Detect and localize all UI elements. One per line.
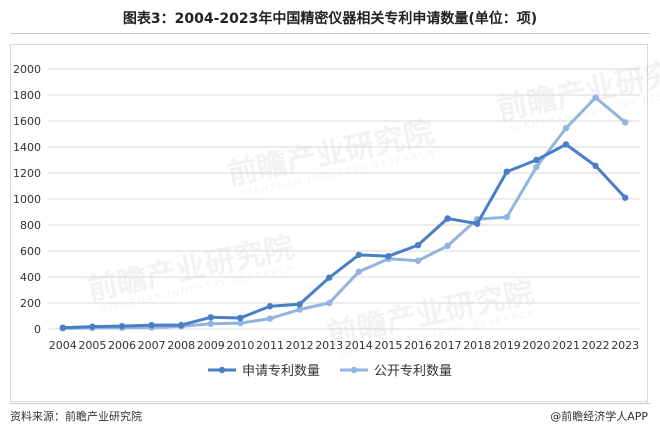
- y-tick-label: 200: [20, 297, 41, 310]
- data-point: [592, 94, 599, 101]
- x-tick-label: 2007: [138, 339, 166, 352]
- x-tick-label: 2006: [108, 339, 136, 352]
- data-point: [178, 321, 185, 329]
- legend-label: 公开专利数量: [374, 364, 452, 379]
- legend-marker: [350, 366, 358, 374]
- data-point: [237, 314, 244, 322]
- x-tick-label: 2020: [522, 339, 550, 352]
- source-note: 资料来源：前瞻产业研究院: [10, 410, 142, 423]
- watermark-text: 前瞻产业研究院: [224, 115, 437, 193]
- y-tick-label: 400: [20, 271, 41, 284]
- data-point: [296, 301, 303, 308]
- data-point: [562, 141, 570, 148]
- data-point: [266, 315, 274, 322]
- y-tick-label: 1200: [13, 167, 41, 180]
- data-point: [533, 163, 540, 171]
- data-point: [355, 251, 362, 259]
- x-tick-label: 2014: [345, 339, 373, 352]
- y-tick-label: 1000: [13, 193, 41, 206]
- data-point: [533, 156, 540, 164]
- data-point: [207, 320, 214, 327]
- data-point: [326, 299, 333, 307]
- data-point: [296, 306, 303, 313]
- y-tick-label: 2000: [13, 63, 41, 76]
- x-tick-label: 2004: [49, 339, 77, 352]
- data-point: [622, 194, 629, 201]
- y-tick-label: 1600: [13, 115, 41, 128]
- y-tick-label: 800: [20, 219, 41, 232]
- x-tick-label: 2009: [197, 339, 225, 352]
- x-tick-label: 2010: [226, 339, 254, 352]
- x-tick-label: 2018: [463, 339, 491, 352]
- x-tick-label: 2021: [552, 339, 580, 352]
- brand-credit: @前瞻经济学人APP: [550, 410, 648, 423]
- data-point: [622, 119, 629, 126]
- data-point: [444, 215, 451, 222]
- data-point: [562, 124, 570, 132]
- data-point: [385, 253, 392, 260]
- x-tick-label: 2005: [78, 339, 106, 352]
- y-tick-label: 600: [20, 245, 41, 258]
- x-tick-label: 2019: [493, 339, 521, 352]
- data-point: [474, 220, 481, 227]
- series-line: [61, 142, 627, 330]
- data-point: [118, 322, 126, 330]
- data-point: [592, 162, 599, 170]
- x-tick-label: 2015: [374, 339, 402, 352]
- data-point: [326, 274, 333, 281]
- x-tick-label: 2022: [582, 339, 610, 352]
- y-tick-label: 0: [34, 323, 41, 336]
- data-point: [503, 214, 510, 221]
- data-point: [148, 321, 155, 329]
- title-divider: [10, 33, 650, 34]
- chart-frame: [10, 44, 648, 402]
- legend-label: 申请专利数量: [242, 364, 320, 379]
- x-tick-label: 2013: [315, 339, 343, 352]
- x-tick-label: 2012: [286, 339, 314, 352]
- x-tick-label: 2016: [404, 339, 432, 352]
- data-point: [444, 242, 451, 249]
- watermark-text: 前瞻产业研究院: [84, 230, 297, 308]
- data-point: [237, 319, 244, 327]
- x-tick-label: 2008: [167, 339, 195, 352]
- x-tick-label: 2011: [256, 339, 284, 352]
- data-point: [414, 241, 422, 249]
- series-line: [61, 96, 627, 330]
- data-point: [266, 303, 274, 310]
- data-point: [89, 323, 96, 330]
- footer-divider: [10, 403, 650, 404]
- y-tick-label: 1800: [13, 89, 41, 102]
- x-tick-label: 2017: [434, 339, 462, 352]
- data-point: [207, 314, 214, 321]
- legend-marker: [218, 366, 226, 374]
- data-point: [414, 257, 422, 264]
- data-point: [503, 168, 510, 175]
- data-point: [355, 268, 362, 275]
- y-tick-label: 1400: [13, 141, 41, 154]
- x-tick-label: 2023: [611, 339, 639, 352]
- data-point: [59, 324, 66, 331]
- chart-title: 图表3：2004-2023年中国精密仪器相关专利申请数量(单位：项): [122, 11, 538, 27]
